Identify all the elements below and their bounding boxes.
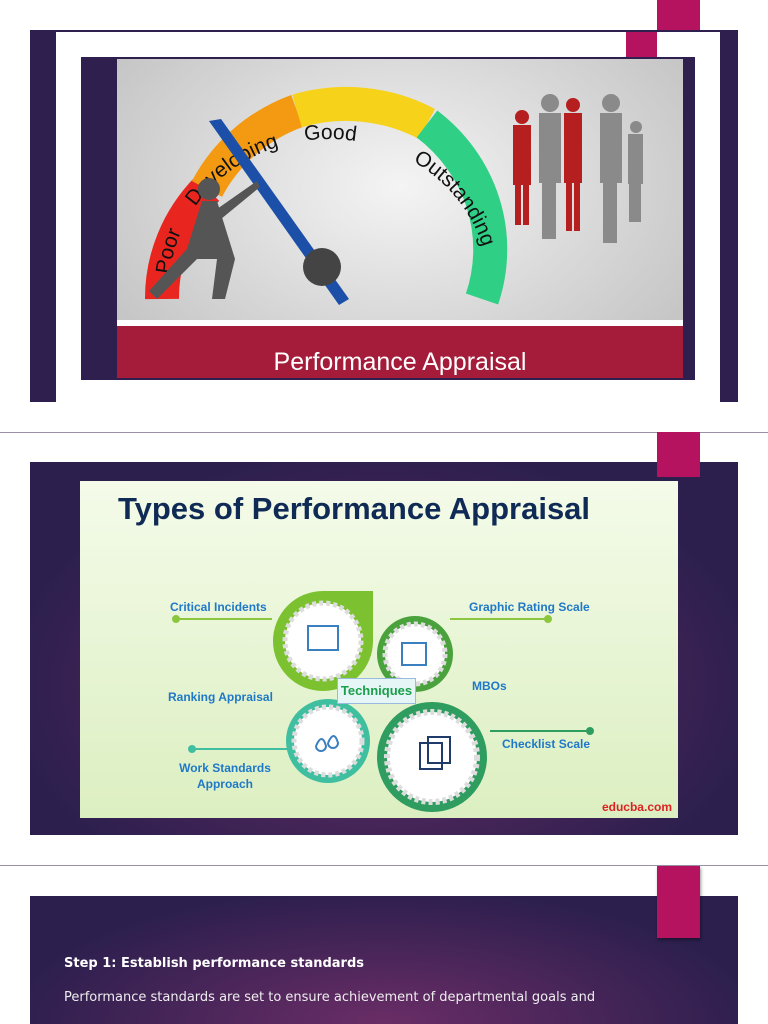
gauge-label-good: Good [303,121,358,146]
technique-critical-incidents: Critical Incidents [170,600,267,614]
banner-title: Performance Appraisal [273,348,527,376]
gauge-illustration: Poor Developing Good Outstanding [144,86,643,305]
page-divider [0,865,768,866]
brand-watermark: educba.com [601,800,672,814]
accent-tab [626,32,657,57]
performance-gauge-image: Poor Developing Good Outstanding Perform… [81,57,695,380]
accent-tab [657,432,700,477]
diagram-title: Types of Performance Appraisal [118,491,591,526]
technique-checklist-scale: Checklist Scale [502,737,591,751]
step-body: Performance standards are set to ensure … [64,990,596,1005]
techniques-center-label: Techniques [337,678,416,704]
gears-diagram [172,591,594,812]
types-diagram-image: Types of Performance Appraisal Critical … [80,481,678,818]
step-heading: Step 1: Establish performance standards [64,956,365,971]
technique-ranking-appraisal: Ranking Appraisal [168,690,273,704]
page-divider [0,432,768,433]
title-banner: Performance Appraisal [117,320,683,378]
accent-tab [657,0,700,30]
svg-text:Good: Good [303,121,358,146]
technique-work-standards: Work Standards Approach [179,761,271,791]
technique-mbos: MBOs [472,679,507,693]
accent-tab [657,866,700,938]
technique-graphic-rating-scale: Graphic Rating Scale [469,600,590,614]
slide-3: Step 1: Establish performance standards … [30,896,738,1024]
